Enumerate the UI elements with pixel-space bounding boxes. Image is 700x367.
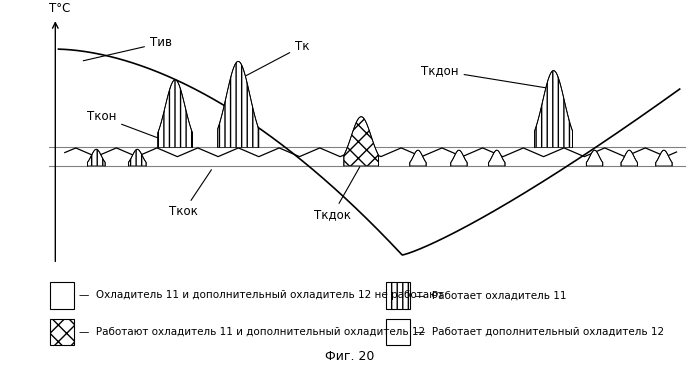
Text: T°C: T°C <box>49 2 71 15</box>
Polygon shape <box>587 150 603 166</box>
Text: —  Работает дополнительный охладитель 12: — Работает дополнительный охладитель 12 <box>415 327 664 337</box>
Polygon shape <box>88 149 105 166</box>
Text: Ткдок: Ткдок <box>314 167 360 222</box>
Polygon shape <box>158 80 192 148</box>
Text: —  Охладитель 11 и дополнительный охладитель 12 не работают: — Охладитель 11 и дополнительный охладит… <box>79 290 444 301</box>
Polygon shape <box>410 150 426 166</box>
Text: Время: Время <box>699 267 700 280</box>
Text: —  Работают охладитель 11 и дополнительный охладитель 12: — Работают охладитель 11 и дополнительны… <box>79 327 425 337</box>
Text: Тив: Тив <box>83 36 172 61</box>
Text: Тк: Тк <box>241 40 309 79</box>
Polygon shape <box>656 150 672 166</box>
Polygon shape <box>129 149 146 166</box>
Bar <box>50 319 74 345</box>
Text: Ткон: Ткон <box>87 110 172 143</box>
Polygon shape <box>451 150 467 166</box>
Bar <box>50 282 74 309</box>
Polygon shape <box>621 150 638 166</box>
Bar <box>386 282 410 309</box>
Polygon shape <box>344 117 379 166</box>
Text: Ткдон: Ткдон <box>421 64 551 88</box>
Polygon shape <box>535 70 573 148</box>
Bar <box>386 319 410 345</box>
Text: Ткок: Ткок <box>169 170 211 218</box>
Text: —  Работает охладитель 11: — Работает охладитель 11 <box>415 290 566 301</box>
Polygon shape <box>489 150 505 166</box>
Polygon shape <box>218 61 259 148</box>
Text: Фиг. 20: Фиг. 20 <box>326 350 374 363</box>
